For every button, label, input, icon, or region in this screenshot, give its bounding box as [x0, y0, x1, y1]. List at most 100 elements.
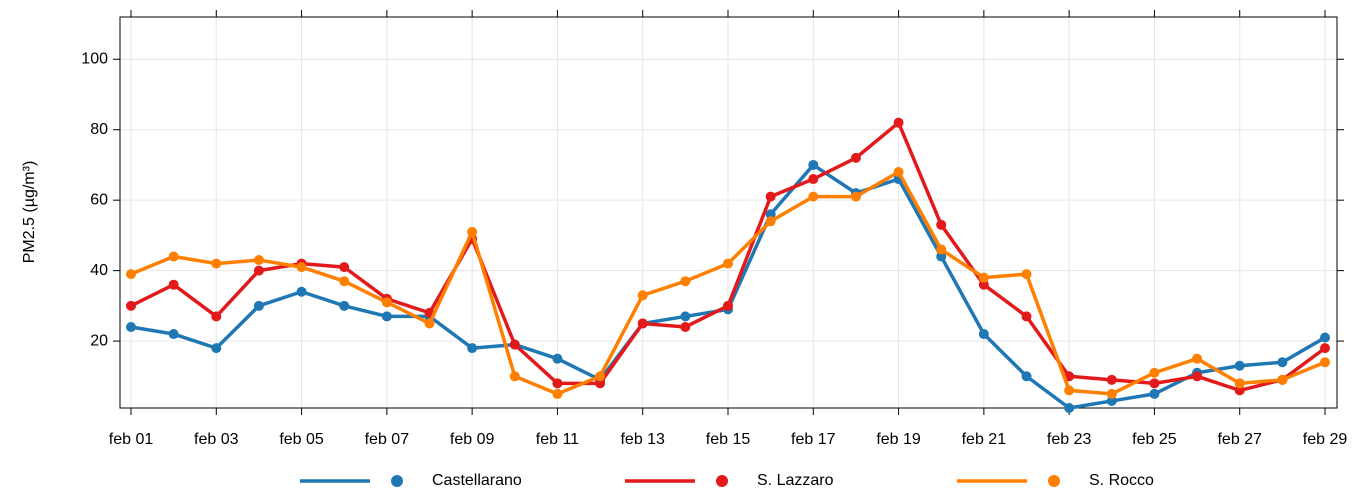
data-point — [680, 311, 691, 322]
y-tick-label: 100 — [81, 50, 108, 67]
data-point — [936, 244, 947, 255]
data-point — [850, 191, 861, 202]
data-point — [1234, 378, 1245, 389]
data-point — [765, 216, 776, 227]
data-point — [211, 258, 222, 269]
data-point — [1192, 353, 1203, 364]
data-point — [1234, 360, 1245, 371]
x-tick-label: feb 13 — [620, 431, 665, 448]
x-tick-label: feb 27 — [1217, 431, 1262, 448]
legend-label: Castellarano — [432, 472, 522, 489]
data-point — [467, 343, 478, 354]
data-point — [424, 318, 435, 329]
data-point — [808, 191, 819, 202]
legend-marker — [391, 475, 403, 487]
data-point — [765, 191, 776, 202]
data-point — [1064, 385, 1075, 396]
data-point — [339, 262, 350, 273]
x-tick-label: feb 17 — [791, 431, 836, 448]
y-tick-label: 80 — [90, 121, 108, 138]
legend-marker — [1048, 475, 1060, 487]
data-point — [1149, 388, 1160, 399]
data-point — [893, 117, 904, 128]
data-point — [509, 339, 520, 350]
data-point — [680, 321, 691, 332]
x-tick-label: feb 23 — [1047, 431, 1092, 448]
data-point — [936, 219, 947, 230]
data-point — [765, 209, 776, 220]
data-point — [637, 290, 648, 301]
data-point — [1021, 371, 1032, 382]
data-point — [253, 255, 264, 266]
data-point — [509, 371, 520, 382]
data-point — [595, 378, 606, 389]
data-point — [168, 329, 179, 340]
data-point — [1021, 269, 1032, 280]
data-point — [1277, 357, 1288, 368]
x-tick-label: feb 29 — [1303, 431, 1348, 448]
data-point — [168, 251, 179, 262]
x-tick-label: feb 15 — [706, 431, 751, 448]
data-point — [637, 318, 648, 329]
y-tick-label: 40 — [90, 262, 108, 279]
data-point — [381, 297, 392, 308]
x-tick-label: feb 07 — [365, 431, 410, 448]
data-point — [211, 343, 222, 354]
legend-marker — [716, 475, 728, 487]
data-point — [381, 311, 392, 322]
x-tick-label: feb 03 — [194, 431, 239, 448]
data-point — [168, 279, 179, 290]
data-point — [1106, 395, 1117, 406]
data-point — [723, 300, 733, 311]
data-point — [978, 279, 989, 290]
x-tick-label: feb 09 — [450, 431, 495, 448]
x-tick-label: feb 19 — [876, 431, 921, 448]
data-point — [296, 262, 307, 273]
y-tick-label: 20 — [90, 332, 108, 349]
legend-label: S. Rocco — [1089, 472, 1154, 489]
data-point — [1064, 403, 1075, 413]
data-point — [1106, 374, 1117, 385]
data-point — [936, 251, 947, 262]
data-point — [850, 152, 861, 163]
y-axis-label: PM2.5 (µg/m³) — [21, 161, 38, 264]
x-tick-label: feb 11 — [536, 431, 579, 448]
data-point — [552, 388, 563, 399]
data-point — [126, 269, 136, 280]
data-point — [126, 300, 136, 311]
data-point — [978, 272, 989, 283]
data-point — [1106, 388, 1117, 399]
x-tick-label: feb 01 — [109, 431, 154, 448]
data-point — [978, 329, 989, 340]
data-point — [723, 258, 733, 269]
legend-label: S. Lazzaro — [757, 472, 834, 489]
data-point — [1234, 385, 1245, 396]
data-point — [1320, 357, 1330, 368]
data-point — [253, 300, 264, 311]
data-point — [1192, 371, 1203, 382]
data-point — [1149, 367, 1160, 378]
data-point — [467, 226, 478, 237]
data-point — [552, 353, 563, 364]
y-tick-label: 60 — [90, 191, 108, 208]
data-point — [126, 321, 136, 332]
data-point — [1021, 311, 1032, 322]
data-point — [893, 166, 904, 177]
data-point — [1277, 374, 1288, 385]
data-point — [253, 265, 264, 276]
data-point — [296, 286, 307, 297]
data-point — [1320, 343, 1330, 354]
data-point — [1149, 378, 1160, 389]
data-point — [808, 174, 819, 185]
data-point — [680, 276, 691, 287]
data-point — [1320, 332, 1330, 343]
data-point — [211, 311, 222, 322]
x-tick-label: feb 05 — [279, 431, 324, 448]
data-point — [339, 300, 350, 311]
x-tick-label: feb 25 — [1132, 431, 1177, 448]
data-point — [339, 276, 350, 287]
data-point — [595, 371, 606, 382]
data-point — [552, 378, 563, 389]
